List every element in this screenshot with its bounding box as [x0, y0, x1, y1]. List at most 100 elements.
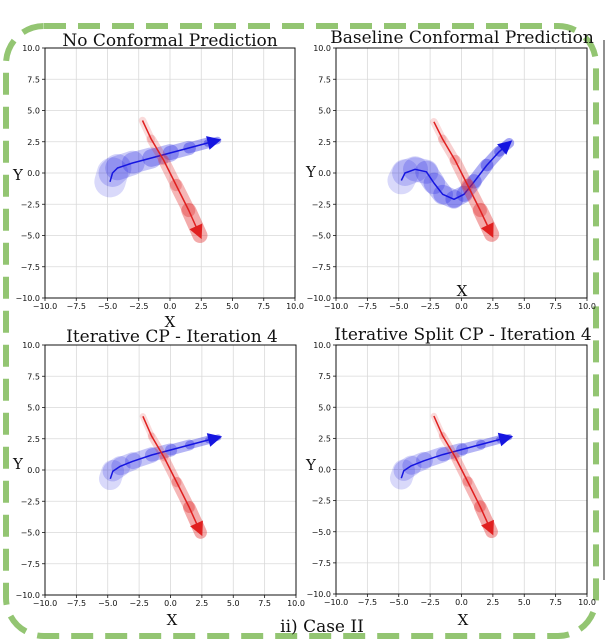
- x-axis-label: X: [167, 611, 178, 629]
- chart-panel-2: −10.0 −7.5 −5.0 −2.5 0.0 2.5 5.0 7.5 10.0 10.0 7.5…: [305, 28, 596, 311]
- y-tick-label: −2.5: [312, 497, 331, 506]
- ego-trajectory-line: [400, 436, 510, 479]
- y-tick-label: 10.0: [22, 44, 40, 53]
- chart-title: No Conformal Prediction: [62, 31, 277, 51]
- x-tick-label: 7.5: [258, 599, 271, 608]
- y-tick-label: 5.0: [27, 107, 40, 116]
- x-tick-label: 0.0: [455, 598, 468, 607]
- ego-trajectory-line: [400, 142, 510, 201]
- x-tick-label: 5.0: [518, 302, 531, 311]
- x-tick-label: 10.0: [286, 302, 304, 311]
- x-tick-label: 10.0: [578, 598, 596, 607]
- y-tick-label: −10.0: [15, 591, 40, 600]
- y-tick-label: 10.0: [22, 341, 40, 350]
- agent-trajectory-line: [433, 415, 493, 533]
- x-tick-label: −2.5: [420, 302, 439, 311]
- figure-caption: ii) Case II: [280, 617, 364, 637]
- x-tick-label: −5.0: [389, 302, 408, 311]
- agent-arrow-head: [190, 520, 203, 537]
- y-tick-label: −5.0: [312, 232, 331, 241]
- x-tick-label: 0.0: [164, 302, 177, 311]
- y-tick-label: 2.5: [27, 435, 40, 444]
- x-tick-label: −5.0: [98, 599, 117, 608]
- y-axis-label: Y: [12, 455, 24, 473]
- x-tick-label: −10.0: [33, 302, 58, 311]
- y-tick-label: 10.0: [313, 44, 331, 53]
- x-tick-label: −10.0: [324, 598, 349, 607]
- y-tick-label: −7.5: [312, 559, 331, 568]
- x-tick-label: 0.0: [455, 302, 468, 311]
- y-tick-label: −7.5: [312, 263, 331, 272]
- x-tick-label: 7.5: [257, 302, 270, 311]
- ego-arrow-head: [497, 140, 513, 155]
- chart-title: Iterative CP - Iteration 4: [66, 327, 278, 347]
- x-tick-label: −2.5: [129, 302, 148, 311]
- x-tick-label: −2.5: [420, 598, 439, 607]
- chart-panel-3: −10.0 −7.5 −5.0 −2.5 0.0 2.5 5.0 7.5 10.0 10.0 7.5…: [12, 327, 305, 629]
- agent-trajectory-line: [141, 120, 201, 236]
- chart-title: Baseline Conformal Prediction: [330, 28, 594, 48]
- x-axis-label: X: [457, 282, 468, 300]
- y-tick-label: 7.5: [318, 75, 331, 84]
- ego-arrow-head: [206, 136, 222, 150]
- y-tick-label: −5.0: [312, 528, 331, 537]
- y-tick-label: 5.0: [27, 404, 40, 413]
- x-tick-label: 7.5: [549, 598, 562, 607]
- x-tick-label: 2.5: [487, 598, 500, 607]
- x-tick-label: −10.0: [33, 599, 58, 608]
- x-tick-label: −7.5: [358, 598, 377, 607]
- x-tick-label: 7.5: [549, 302, 562, 311]
- x-axis-label: X: [165, 313, 176, 331]
- y-axis-label: Y: [305, 456, 317, 474]
- y-tick-label: 2.5: [27, 138, 40, 147]
- y-tick-label: −10.0: [306, 590, 331, 599]
- x-tick-label: −5.0: [389, 598, 408, 607]
- y-tick-label: 2.5: [318, 434, 331, 443]
- x-tick-label: 0.0: [164, 599, 177, 608]
- y-tick-label: −5.0: [21, 529, 40, 538]
- y-tick-label: −2.5: [21, 497, 40, 506]
- plot-frame: [335, 344, 588, 595]
- agent-trajectory-line: [142, 415, 202, 533]
- y-axis-label: Y: [305, 163, 317, 181]
- x-tick-label: 5.0: [226, 302, 239, 311]
- y-tick-label: 5.0: [318, 107, 331, 116]
- y-tick-label: 0.0: [318, 466, 331, 475]
- x-tick-label: 2.5: [195, 302, 208, 311]
- ego-trajectory-line: [109, 139, 218, 183]
- y-tick-label: 10.0: [313, 341, 331, 350]
- ego-arrow-head: [206, 433, 223, 447]
- y-tick-label: 7.5: [318, 372, 331, 381]
- chart-title: Iterative Split CP - Iteration 4: [334, 325, 591, 345]
- x-tick-label: −10.0: [324, 302, 349, 311]
- plot-frame: [44, 47, 296, 299]
- chart-panel-1: −10.0 −7.5 −5.0 −2.5 0.0 2.5 5.0 7.5 10.0 10.0 7.5…: [12, 31, 304, 331]
- x-tick-label: −7.5: [67, 599, 86, 608]
- chart-panel-4: −10.0 −7.5 −5.0 −2.5 0.0 2.5 5.0 7.5 10.0 10.0 7.5…: [305, 325, 596, 629]
- y-tick-label: −2.5: [312, 200, 331, 209]
- x-tick-label: −5.0: [98, 302, 117, 311]
- y-tick-label: 0.0: [27, 466, 40, 475]
- plot-frame: [44, 344, 297, 596]
- x-tick-label: 2.5: [487, 302, 500, 311]
- y-tick-label: 7.5: [27, 75, 40, 84]
- x-tick-label: 10.0: [578, 302, 596, 311]
- y-tick-label: −7.5: [21, 263, 40, 272]
- y-tick-label: 0.0: [27, 169, 40, 178]
- agent-arrow-head: [481, 519, 494, 536]
- y-tick-label: 5.0: [318, 403, 331, 412]
- ego-arrow-head: [497, 432, 514, 447]
- y-tick-label: −10.0: [15, 294, 40, 303]
- y-tick-label: 2.5: [318, 138, 331, 147]
- y-axis-label: Y: [12, 166, 24, 184]
- y-tick-label: −10.0: [306, 294, 331, 303]
- agent-arrow-head: [481, 222, 494, 238]
- agent-arrow-head: [189, 223, 203, 240]
- x-tick-label: −7.5: [358, 302, 377, 311]
- x-axis-label: X: [458, 611, 469, 629]
- y-tick-label: 7.5: [27, 372, 40, 381]
- y-tick-label: 0.0: [318, 169, 331, 178]
- x-tick-label: −2.5: [129, 599, 148, 608]
- ego-trajectory-line: [109, 436, 219, 480]
